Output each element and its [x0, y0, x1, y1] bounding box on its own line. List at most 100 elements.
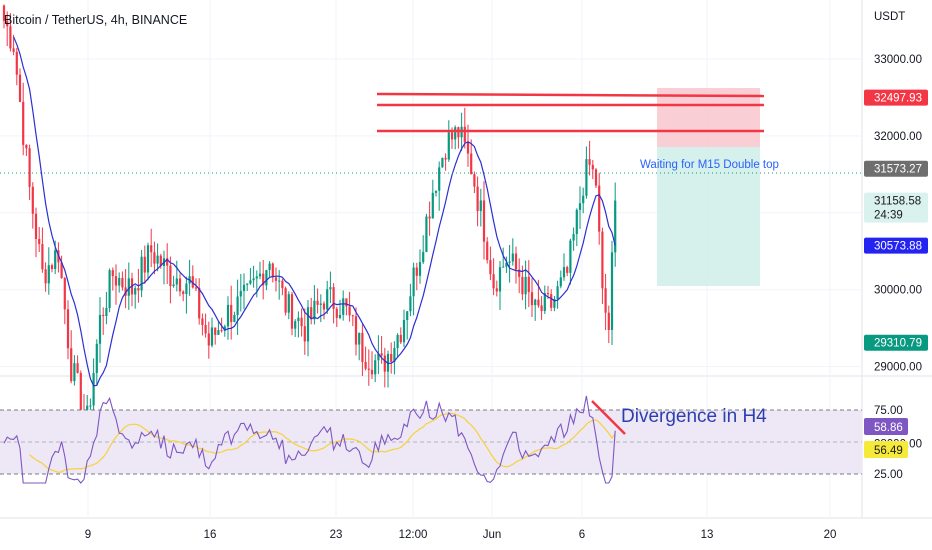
candle: [310, 297, 313, 325]
candle: [217, 320, 220, 335]
candle: [70, 330, 73, 384]
candle: [335, 306, 338, 327]
candle: [489, 246, 492, 281]
candle: [399, 327, 402, 345]
time-tick-label: 16: [204, 529, 217, 541]
candle: [114, 264, 118, 305]
candle: [601, 227, 604, 305]
candle: [418, 249, 422, 284]
candle: [242, 273, 246, 310]
candle: [383, 347, 386, 388]
price-tick-label: 30000.00: [874, 285, 922, 297]
candle: [543, 285, 546, 315]
candle: [121, 271, 124, 291]
rsi-axis[interactable]: 75.00 25.00: [874, 405, 903, 481]
candle: [210, 317, 214, 348]
time-tick-label: 9: [85, 529, 91, 541]
candle: [482, 181, 486, 260]
time-tick-label: Jun: [483, 529, 502, 541]
candle: [31, 182, 34, 229]
candle: [556, 280, 559, 309]
moving-average-line: [13, 36, 616, 387]
candle: [518, 258, 521, 294]
candle: [233, 311, 236, 323]
candle: [364, 346, 367, 371]
rsi-tag: 56.49: [864, 441, 908, 458]
candle: [214, 327, 217, 345]
time-tick-label: 13: [701, 529, 714, 541]
candles: [2, 4, 617, 426]
candle: [345, 298, 348, 316]
candle: [255, 270, 258, 298]
rsi-tag-label: 58.86: [874, 422, 903, 434]
candle: [479, 188, 482, 227]
candle: [271, 262, 274, 283]
candle: [130, 272, 134, 307]
candle: [63, 276, 66, 325]
candle: [316, 288, 319, 314]
candle: [249, 267, 252, 285]
candle: [246, 283, 249, 292]
candle: [380, 336, 383, 364]
take-profit-zone: [657, 147, 760, 286]
candle: [262, 260, 265, 300]
candle: [402, 309, 406, 348]
candle: [562, 253, 566, 281]
candle: [361, 324, 364, 376]
candle: [438, 161, 441, 211]
candle: [2, 4, 6, 29]
time-axis[interactable]: 9 16 23 12:00 Jun 6 13 20: [85, 529, 837, 541]
candle: [572, 227, 575, 251]
candle: [306, 300, 310, 357]
candle: [594, 168, 598, 189]
rsi-tag: 58.86: [864, 418, 908, 435]
candle: [134, 285, 137, 309]
candle: [396, 333, 399, 358]
candle: [444, 153, 447, 171]
candle: [268, 261, 271, 277]
rsi-line: [3, 395, 616, 484]
candle: [9, 13, 12, 52]
candle: [569, 238, 572, 285]
candle: [166, 243, 169, 285]
candle: [143, 245, 146, 284]
divergence-annotation[interactable]: Divergence in H4: [621, 406, 767, 427]
candle: [185, 276, 188, 314]
candle: [34, 207, 38, 258]
candle: [431, 179, 434, 219]
candle: [281, 278, 284, 296]
symbol-title[interactable]: Bitcoin / TetherUS, 4h, BINANCE: [4, 13, 187, 27]
time-tick-label: 23: [330, 529, 343, 541]
price-tag-label: 32497.93: [874, 93, 922, 105]
candle: [146, 242, 150, 281]
candle: [172, 275, 175, 288]
candle: [377, 335, 380, 375]
price-tag: 24:39: [864, 206, 928, 223]
candle: [226, 296, 230, 340]
candle: [102, 307, 105, 335]
price-tag-label: 30573.88: [874, 241, 922, 253]
candle: [610, 240, 614, 345]
candle: [22, 82, 25, 156]
candle: [25, 144, 28, 157]
divergence-line[interactable]: [591, 400, 626, 435]
candle: [588, 140, 591, 176]
candle: [604, 274, 607, 331]
candle: [290, 291, 294, 336]
plan-annotation[interactable]: Waiting for M15 Double top: [640, 159, 779, 171]
candle: [508, 244, 511, 283]
rsi-tick-label: 25.00: [874, 469, 903, 481]
resistance-line-top[interactable]: [376, 92, 765, 98]
candle: [514, 246, 518, 284]
candle: [207, 321, 210, 359]
price-tag: 31158.58: [864, 192, 928, 209]
candle: [412, 262, 415, 316]
candle: [252, 265, 255, 288]
candle: [524, 260, 527, 310]
price-tick-label: 32000.00: [874, 131, 922, 143]
candle: [111, 267, 114, 291]
candle: [140, 250, 143, 298]
candle: [303, 308, 306, 355]
candle: [358, 332, 361, 361]
